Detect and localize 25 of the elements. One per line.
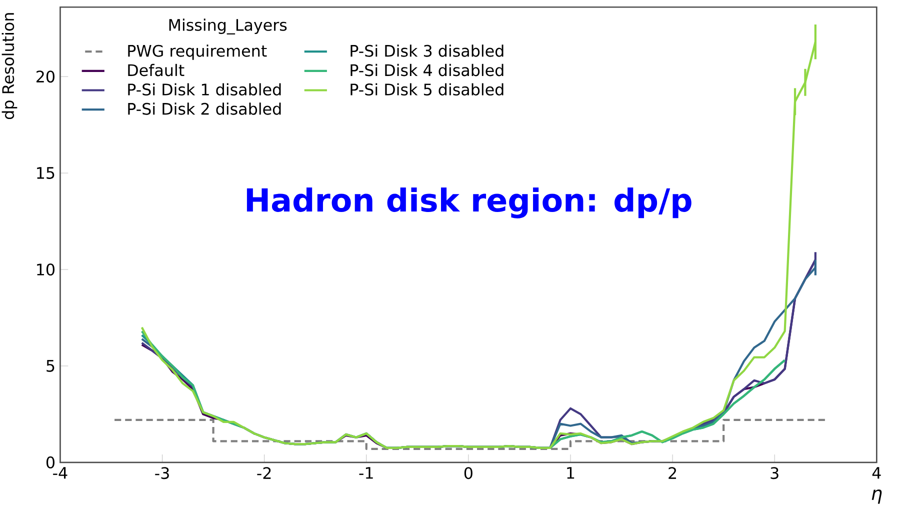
x-axis-title: η (872, 489, 882, 504)
x-tick-label: 0 (464, 466, 472, 479)
y-axis-title: dp Resolution (2, 13, 18, 119)
x-tick-label: -4 (53, 466, 68, 479)
legend-label: P-Si Disk 3 disabled (350, 44, 504, 57)
legend-label: PWG requirement (128, 44, 267, 60)
x-tick-label: 2 (668, 466, 676, 479)
annotation: Hadron disk region: dp/p (246, 187, 692, 218)
x-tick-label: -2 (257, 466, 271, 479)
legend-label: P-Si Disk 2 disabled (128, 102, 281, 115)
legend-label: P-Si Disk 1 disabled (128, 83, 281, 96)
x-tick-label: -3 (155, 466, 169, 479)
legend-label: P-Si Disk 4 disabled (350, 64, 504, 76)
y-tick-label: 15 (37, 167, 54, 179)
y-tick-label: 5 (46, 360, 54, 372)
legend-label: Default (128, 64, 184, 76)
y-tick-label: 0 (46, 456, 54, 468)
legend-label: P-Si Disk 5 disabled (350, 83, 504, 96)
x-tick-label: 3 (770, 466, 778, 479)
x-tick-label: -1 (359, 466, 373, 479)
legend-title: Missing_Layers (169, 18, 287, 34)
y-tick-label: 10 (37, 263, 54, 276)
y-tick-label: 20 (36, 70, 54, 83)
x-tick-label: 4 (872, 466, 881, 479)
x-tick-label: 1 (567, 466, 574, 479)
